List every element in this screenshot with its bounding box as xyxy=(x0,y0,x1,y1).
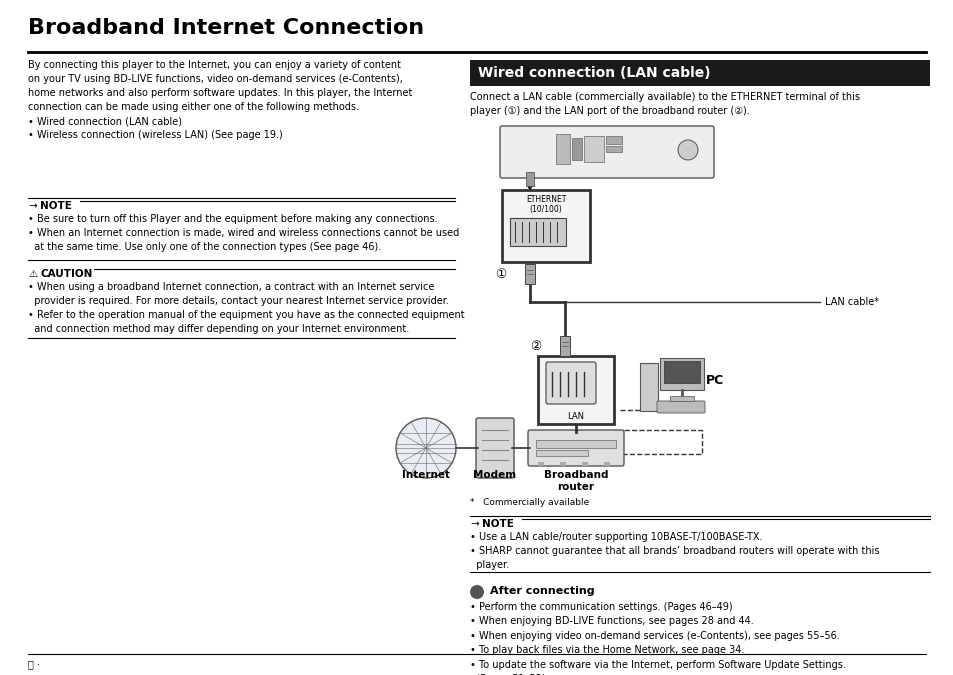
Bar xyxy=(669,396,693,401)
Bar xyxy=(470,60,929,86)
Bar xyxy=(572,138,581,160)
Text: →: → xyxy=(28,201,37,211)
Circle shape xyxy=(470,585,483,599)
Bar xyxy=(659,358,703,390)
Bar xyxy=(525,172,534,186)
FancyBboxPatch shape xyxy=(476,418,514,478)
FancyBboxPatch shape xyxy=(657,401,704,413)
Text: Wired connection (LAN cable): Wired connection (LAN cable) xyxy=(477,66,710,80)
Bar xyxy=(583,136,603,162)
Bar xyxy=(536,450,587,456)
Text: CAUTION: CAUTION xyxy=(41,269,93,279)
Text: • Be sure to turn off this Player and the equipment before making any connection: • Be sure to turn off this Player and th… xyxy=(28,214,458,252)
Text: ETHERNET
(10/100): ETHERNET (10/100) xyxy=(525,195,565,215)
Bar xyxy=(663,361,700,383)
Text: • Use a LAN cable/router supporting 10BASE-T/100BASE-TX.
• SHARP cannot guarante: • Use a LAN cable/router supporting 10BA… xyxy=(470,532,879,570)
Text: LAN cable*: LAN cable* xyxy=(824,297,878,307)
Bar xyxy=(559,336,569,356)
FancyBboxPatch shape xyxy=(527,430,623,466)
FancyBboxPatch shape xyxy=(545,362,596,404)
Text: ①: ① xyxy=(495,267,506,281)
Bar xyxy=(605,136,621,144)
Bar xyxy=(556,134,569,164)
Text: Broadband
router: Broadband router xyxy=(543,470,608,491)
Text: →: → xyxy=(470,519,478,529)
Text: Modem: Modem xyxy=(473,470,516,480)
Bar xyxy=(537,462,543,466)
Text: After connecting: After connecting xyxy=(490,586,594,596)
Text: *   Commercially available: * Commercially available xyxy=(470,498,589,507)
Bar xyxy=(581,462,587,466)
Circle shape xyxy=(395,418,456,478)
Bar xyxy=(501,190,589,262)
Bar xyxy=(605,146,621,152)
Text: PC: PC xyxy=(705,373,723,387)
Text: Broadband Internet Connection: Broadband Internet Connection xyxy=(28,18,424,38)
FancyBboxPatch shape xyxy=(499,126,713,178)
Text: ⓔ ·: ⓔ · xyxy=(28,659,40,669)
Text: By connecting this player to the Internet, you can enjoy a variety of content
on: By connecting this player to the Interne… xyxy=(28,60,412,140)
Bar xyxy=(559,462,565,466)
Bar xyxy=(537,356,614,424)
Text: • When using a broadband Internet connection, a contract with an Internet servic: • When using a broadband Internet connec… xyxy=(28,282,464,334)
Text: ⚠: ⚠ xyxy=(28,269,37,279)
Text: NOTE: NOTE xyxy=(40,201,71,211)
Bar xyxy=(639,363,658,411)
Circle shape xyxy=(678,140,698,160)
Bar xyxy=(524,264,535,284)
Text: Connect a LAN cable (commercially available) to the ETHERNET terminal of this
pl: Connect a LAN cable (commercially availa… xyxy=(470,92,859,116)
Bar xyxy=(510,218,565,246)
Bar xyxy=(536,440,616,448)
Text: NOTE: NOTE xyxy=(481,519,514,529)
Text: • Perform the communication settings. (Pages 46–49)
• When enjoying BD-LIVE func: • Perform the communication settings. (P… xyxy=(470,602,845,675)
Text: LAN: LAN xyxy=(567,412,584,421)
Text: ②: ② xyxy=(530,340,541,352)
Bar xyxy=(603,462,609,466)
Text: Internet: Internet xyxy=(401,470,450,480)
